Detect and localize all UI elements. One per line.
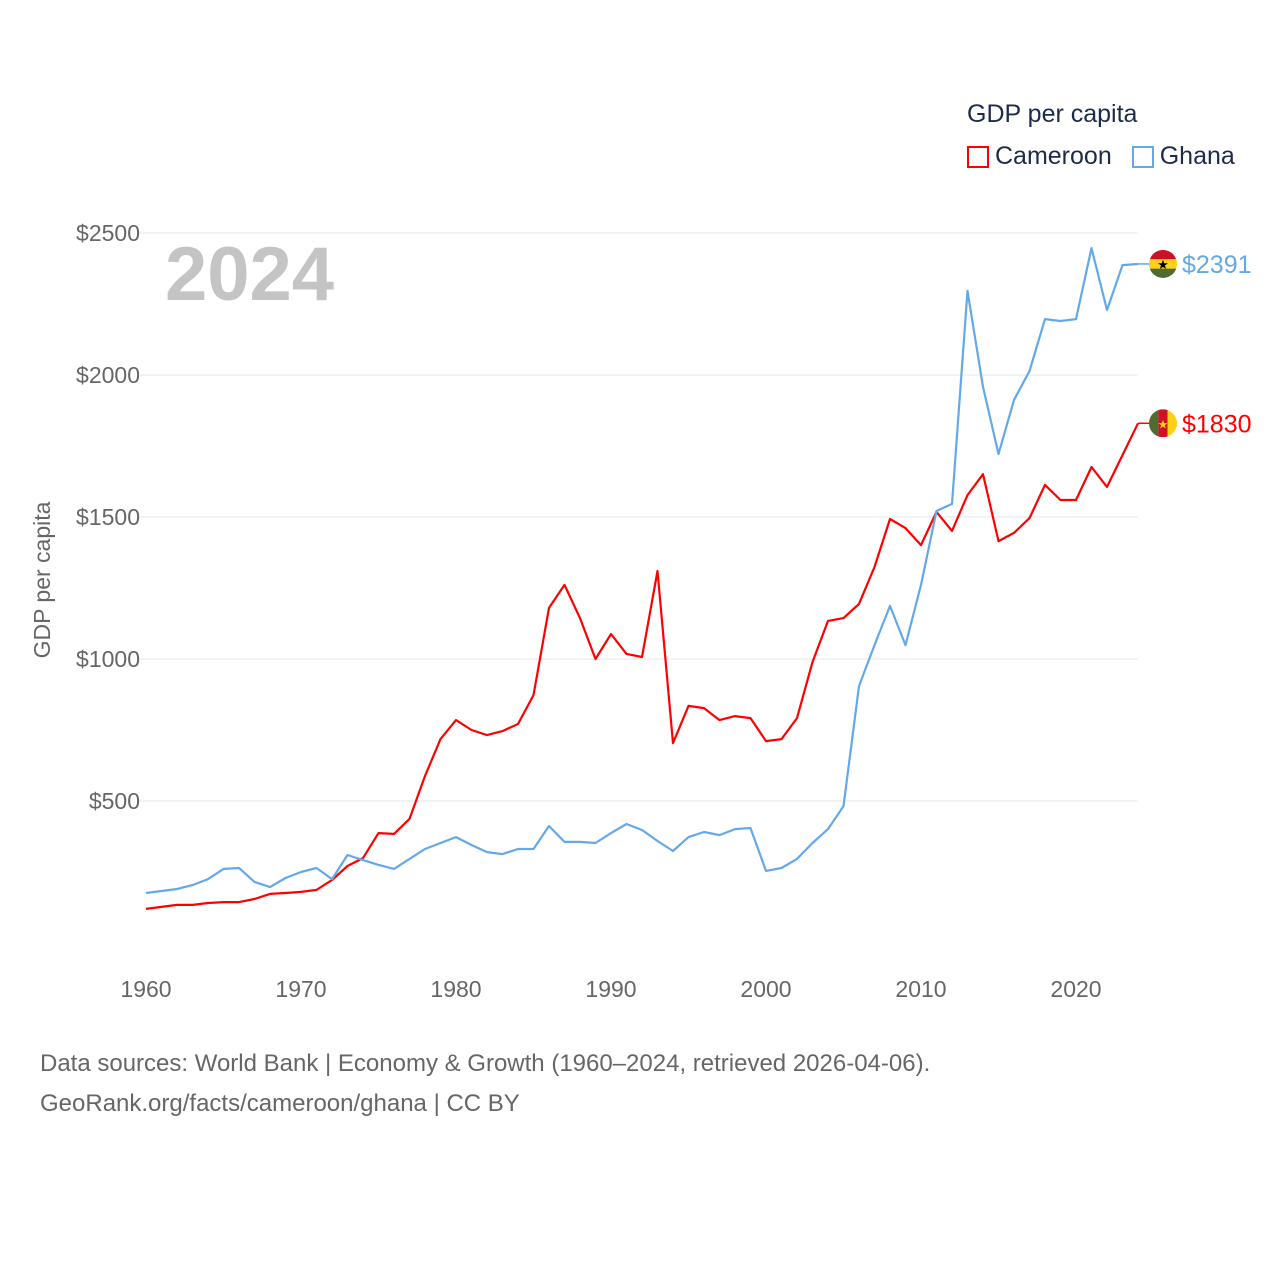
y-tick-label: $2500 bbox=[76, 220, 140, 246]
line-chart: 2024 GDP per capita $500 $1000 $1500 $2000 $… bbox=[29, 220, 1252, 1002]
y-tick-label: $1500 bbox=[76, 504, 140, 530]
legend-label: Ghana bbox=[1159, 142, 1235, 170]
flag-stripe bbox=[1149, 409, 1159, 438]
cameroon-flag-icon: ★ bbox=[1149, 409, 1177, 438]
y-tick-label: $1000 bbox=[76, 646, 140, 672]
ghana-swatch bbox=[1131, 145, 1154, 168]
x-tick-label: 1960 bbox=[120, 976, 171, 1002]
end-value-label: $1830 bbox=[1182, 410, 1252, 438]
legend-item-cameroon[interactable]: Cameroon bbox=[967, 142, 1112, 171]
flag-body: ★ bbox=[1149, 409, 1177, 438]
cameroon-line bbox=[145, 422, 1139, 910]
legend: Cameroon Ghana bbox=[967, 142, 1235, 171]
star-icon: ★ bbox=[1157, 257, 1169, 272]
y-axis-label: GDP per capita bbox=[29, 501, 55, 658]
x-tick-label: 1980 bbox=[430, 976, 481, 1002]
ghana-flag-icon: ★ bbox=[1149, 249, 1177, 278]
flag-stripe bbox=[1149, 259, 1177, 269]
y-tick-label: $500 bbox=[89, 788, 140, 814]
flag-stripe bbox=[1158, 409, 1168, 438]
attribution-link[interactable]: GeoRank.org/facts/cameroon/ghana | CC BY bbox=[40, 1090, 520, 1117]
end-value-label: $2391 bbox=[1182, 251, 1252, 279]
x-tick-label: 2010 bbox=[895, 976, 946, 1002]
source-text: Data sources: World Bank | Economy & Gro… bbox=[40, 1050, 931, 1077]
x-tick-label: 1970 bbox=[275, 976, 326, 1002]
legend-label: Cameroon bbox=[995, 142, 1112, 170]
flag-body: ★ bbox=[1149, 249, 1177, 278]
star-icon: ★ bbox=[1158, 417, 1169, 431]
ghana-line bbox=[145, 247, 1139, 895]
year-watermark: 2024 bbox=[165, 232, 334, 317]
legend-title: GDP per capita bbox=[967, 100, 1138, 128]
legend-item-ghana[interactable]: Ghana bbox=[1131, 142, 1235, 171]
flag-stripe bbox=[1149, 268, 1177, 278]
x-tick-label: 1990 bbox=[585, 976, 636, 1002]
flag-stripe bbox=[1167, 409, 1177, 438]
x-tick-label: 2020 bbox=[1050, 976, 1101, 1002]
x-tick-label: 2000 bbox=[740, 976, 791, 1002]
y-tick-label: $2000 bbox=[76, 362, 140, 388]
footer: Data sources: World Bank | Economy & Gro… bbox=[40, 1044, 930, 1124]
flag-stripe bbox=[1149, 249, 1177, 260]
cameroon-swatch bbox=[967, 145, 989, 168]
